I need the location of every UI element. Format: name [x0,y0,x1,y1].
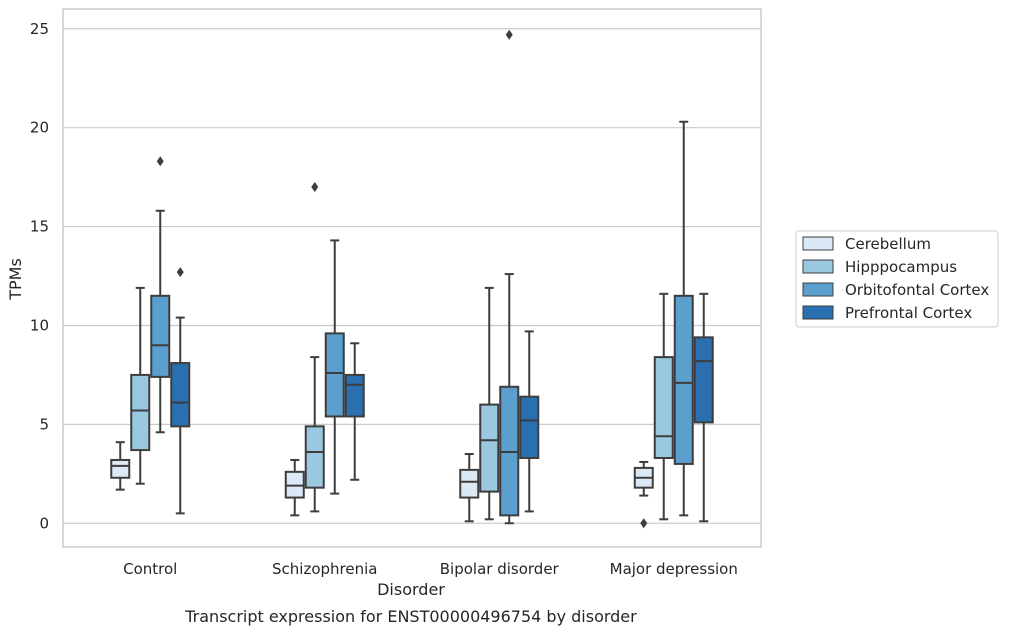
box-hipppocampus-0 [130,286,151,485]
y-tick-label: 25 [30,20,49,38]
box-prefrontal-cortex-1 [344,342,365,481]
box-cerebellum-0 [110,441,131,491]
outlier-point [176,267,184,278]
outlier-point [505,29,513,40]
x-tick-label: Major depression [610,560,738,578]
outlier-point [156,156,164,167]
box-orbitofontal-cortex-2 [499,29,520,525]
x-tick-label: Control [123,560,177,578]
box-iqr [170,362,191,428]
box-prefrontal-cortex-2 [519,330,540,513]
box-iqr [344,373,365,418]
box-iqr [653,356,674,459]
legend-frame [795,230,999,328]
box-iqr [479,403,500,493]
legend-swatch [802,236,834,251]
box-iqr [150,294,171,378]
legend-swatch [802,259,834,274]
y-tick-label: 15 [30,218,49,236]
legend-label: Orbitofontal Cortex [845,281,989,299]
box-orbitofontal-cortex-1 [324,239,345,495]
box-iqr [693,336,714,424]
box-iqr [130,373,151,452]
box-plot-marks [110,29,714,529]
plot-area-frame [62,8,762,548]
legend-label: Cerebellum [845,235,931,253]
box-cerebellum-1 [284,458,305,517]
box-hipppocampus-2 [479,286,500,521]
outlier-point [311,182,319,193]
y-tick-label: 0 [39,514,49,532]
box-hipppocampus-1 [304,182,325,513]
box-orbitofontal-cortex-0 [150,156,171,434]
legend-items: Cerebellum Hipppocampus Orbitofontal Corte… [802,235,989,322]
x-axis-label: Disorder [377,580,445,599]
box-cerebellum-2 [459,453,480,523]
y-axis-label: TPMs [6,258,25,301]
outlier-point [640,518,648,529]
box-iqr [304,425,325,489]
box-iqr [459,468,480,499]
legend-label: Hipppocampus [845,258,957,276]
x-axis-ticks: Control Schizophrenia Bipolar disorder Majo… [123,560,738,578]
box-prefrontal-cortex-3 [693,292,714,523]
y-tick-label: 20 [30,119,49,137]
y-tick-label: 10 [30,316,49,334]
box-iqr [324,332,345,418]
box-hipppocampus-3 [653,292,674,521]
x-tick-label: Bipolar disorder [440,560,560,578]
box-iqr [519,395,540,459]
legend: Cerebellum Hipppocampus Orbitofontal Corte… [795,230,999,328]
legend-swatch [802,305,834,320]
legend-label: Prefrontal Cortex [845,304,972,322]
x-tick-label: Schizophrenia [272,560,377,578]
y-tick-label: 5 [39,415,49,433]
box-iqr [110,458,131,479]
legend-swatch [802,282,834,297]
y-axis-ticks: 0 5 10 15 20 25 [30,20,49,532]
box-cerebellum-3 [633,460,654,529]
box-prefrontal-cortex-0 [170,267,191,515]
box-orbitofontal-cortex-3 [673,120,694,517]
chart-caption: Transcript expression for ENST0000049675… [184,607,637,626]
box-iqr [673,294,694,465]
